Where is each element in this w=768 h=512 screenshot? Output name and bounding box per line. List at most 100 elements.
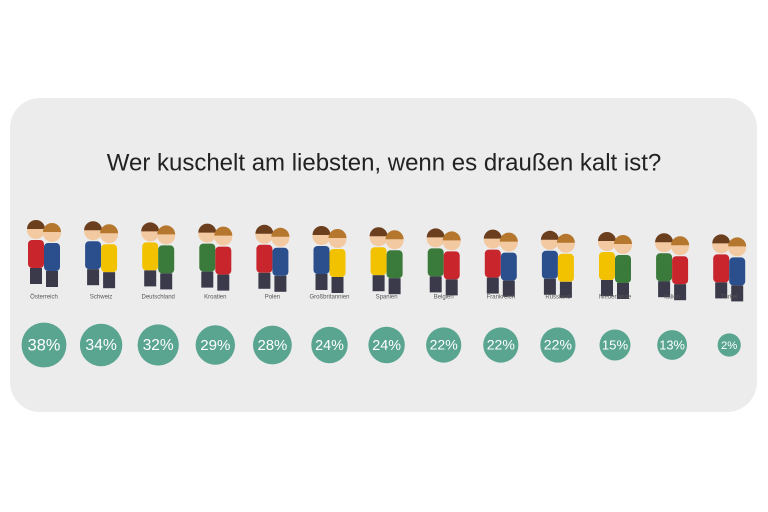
value-label: 34%: [85, 337, 117, 354]
figure-hair: [27, 220, 45, 229]
figure-hair: [141, 222, 160, 232]
figure-legs: [559, 281, 572, 298]
figure-legs: [388, 278, 401, 295]
figure-hair: [385, 230, 404, 240]
bubble: [21, 322, 67, 368]
value-label: 38%: [28, 336, 61, 354]
figure-hair: [157, 225, 176, 235]
figure-hair: [84, 221, 103, 231]
figure-legs: [617, 283, 629, 299]
bubble: [195, 325, 235, 365]
figure-body: [500, 252, 517, 281]
x-tick-label: Italien: [664, 295, 680, 301]
figure-hair: [671, 236, 690, 246]
figure-legs: [160, 273, 173, 290]
value-label: 24%: [372, 338, 401, 354]
figure-body: [656, 253, 673, 282]
figure-legs: [87, 269, 100, 286]
bubble: [426, 327, 462, 363]
figure-hair: [214, 226, 233, 236]
figure-legs: [674, 284, 687, 301]
figure-body: [101, 244, 118, 273]
figure-legs: [445, 279, 458, 296]
figure-body: [615, 255, 631, 283]
figure-legs: [715, 282, 728, 299]
bubble: [137, 324, 179, 366]
figure-hair: [312, 226, 331, 235]
figure-legs: [502, 280, 515, 297]
figure-body: [44, 243, 60, 271]
x-tick-label: Kroatien: [204, 295, 226, 301]
value-label: 15%: [602, 337, 629, 352]
x-tick-label: Türkei: [721, 295, 738, 301]
figure-legs: [201, 271, 214, 288]
figure-hair: [556, 233, 575, 243]
figure-hair: [540, 230, 559, 240]
figure-hair: [271, 227, 290, 237]
figure-hair: [328, 229, 347, 238]
figure-body: [713, 254, 730, 283]
bubble: [79, 323, 123, 367]
figure-hair: [369, 227, 388, 237]
figure-body: [541, 250, 558, 279]
figure-hair: [442, 231, 461, 241]
figure-body: [599, 252, 615, 280]
figure-hair: [43, 223, 61, 232]
value-label: 29%: [200, 337, 230, 354]
x-tick-label: Russland: [545, 295, 570, 301]
figure-legs: [543, 278, 556, 295]
figure-hair: [598, 232, 616, 241]
x-tick-label: Belgien: [434, 295, 454, 301]
figure-body: [215, 246, 232, 275]
figure-hair: [255, 224, 274, 234]
figure-body: [386, 250, 403, 279]
figure-body: [672, 256, 689, 285]
figure-body: [158, 245, 175, 274]
figure-body: [484, 249, 501, 278]
figure-legs: [46, 271, 58, 287]
figure-legs: [315, 274, 328, 290]
bubble: [311, 326, 348, 364]
figure-body: [256, 244, 273, 273]
bubble: [253, 325, 292, 365]
value-label: 13%: [659, 337, 685, 352]
figure-body: [427, 248, 444, 277]
x-tick-label: Schweiz: [90, 295, 112, 301]
figure-legs: [331, 277, 344, 293]
figure-body: [272, 247, 289, 276]
figure-body: [443, 251, 460, 280]
bubble: [599, 329, 631, 361]
figure-hair: [655, 233, 674, 243]
figure-body: [199, 243, 216, 272]
figure-hair: [483, 229, 502, 239]
value-label: 24%: [315, 338, 344, 354]
x-tick-label: Deutschland: [142, 295, 175, 301]
x-tick-label: Niederlande: [599, 295, 632, 301]
figure-body: [557, 253, 574, 282]
figure-legs: [144, 270, 157, 287]
figure-hair: [728, 237, 747, 247]
figure-hair: [426, 228, 445, 238]
value-label: 32%: [143, 337, 174, 354]
figure-hair: [100, 224, 119, 234]
figure-legs: [217, 274, 230, 291]
x-tick-label: Spanien: [376, 295, 398, 301]
figure-body: [142, 242, 159, 271]
figure-legs: [429, 276, 442, 293]
figure-hair: [198, 223, 217, 233]
bubble: [540, 327, 576, 363]
figure-body: [313, 246, 330, 274]
figure-hair: [712, 234, 731, 244]
figure-legs: [103, 272, 116, 289]
figure-body: [85, 241, 102, 270]
chart-title: Wer kuschelt am liebsten, wenn es drauße…: [107, 149, 661, 176]
value-label: 2%: [721, 340, 737, 352]
figure-legs: [731, 285, 744, 302]
figure-body: [729, 257, 746, 286]
figure-legs: [274, 275, 287, 292]
figure-hair: [499, 232, 518, 242]
x-tick-label: Polen: [265, 295, 280, 301]
figure-legs: [601, 280, 613, 296]
bubble: [368, 326, 405, 364]
